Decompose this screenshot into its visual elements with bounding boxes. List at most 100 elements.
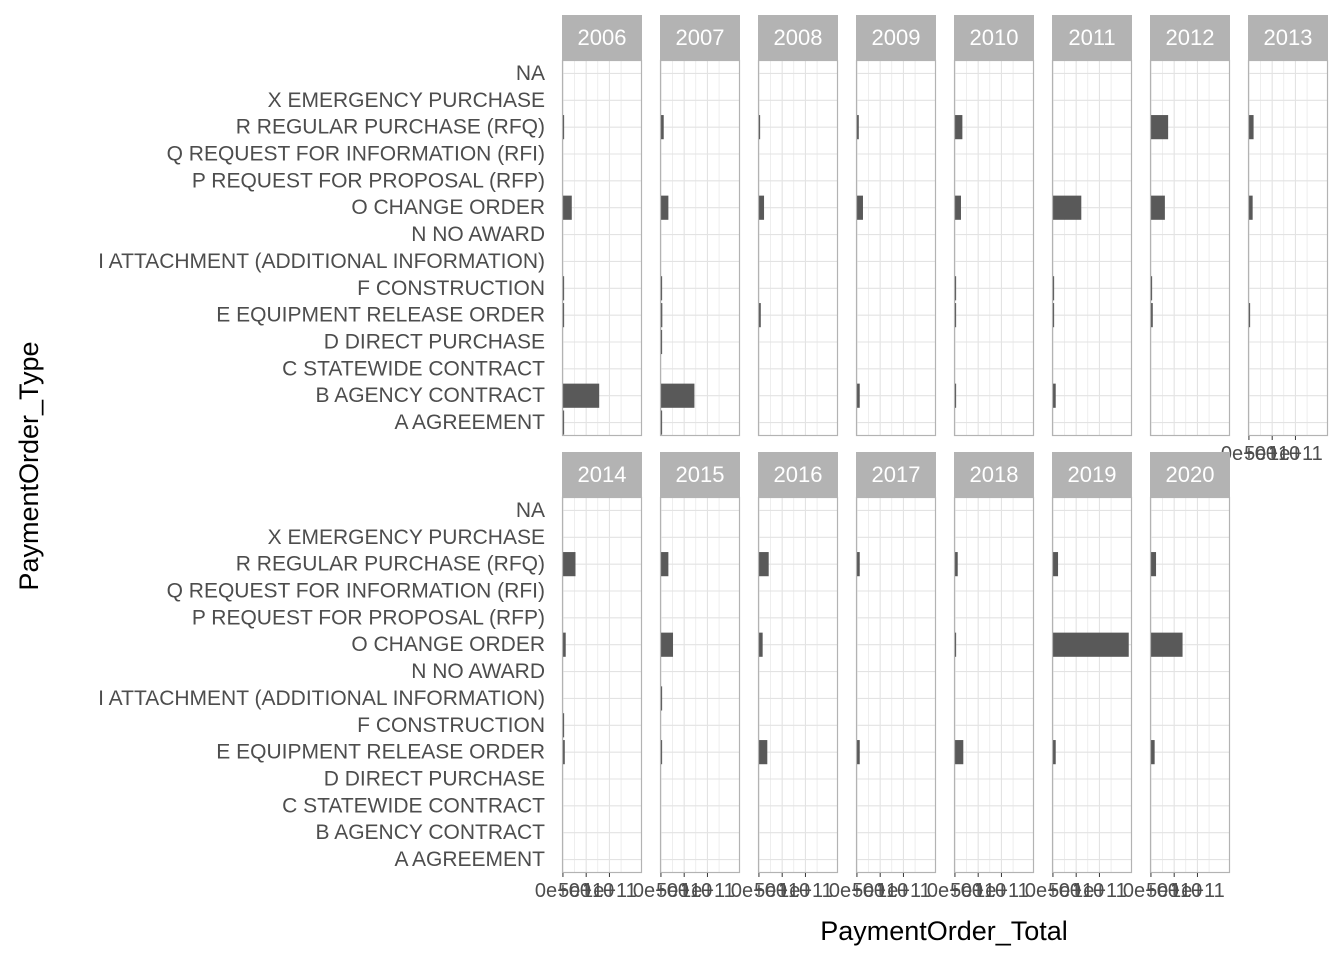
facet-strip — [758, 452, 838, 497]
y-tick-label: D DIRECT PURCHASE — [324, 331, 545, 354]
facet-panel-2006: 2006 — [561, 15, 643, 437]
facet-strip — [954, 15, 1034, 60]
x-tick-label: 5e+10 — [852, 880, 908, 902]
bar — [562, 383, 600, 408]
bar — [1150, 115, 1169, 140]
facet-panel-2011: 2011 — [1051, 15, 1133, 437]
panel-background — [856, 60, 936, 436]
bar — [660, 195, 669, 220]
bar — [1150, 303, 1153, 328]
x-tick-label: 1e+11 — [1268, 443, 1323, 465]
bar — [758, 303, 761, 328]
bar — [1150, 195, 1165, 220]
x-tick-label: 5e+10 — [1146, 880, 1202, 902]
panel-background — [954, 497, 1034, 873]
y-tick-label: F CONSTRUCTION — [357, 277, 545, 300]
bar — [954, 276, 957, 301]
y-tick-label: X EMERGENCY PURCHASE — [268, 89, 545, 112]
facet-strip — [1248, 15, 1328, 60]
y-tick-label: I ATTACHMENT (ADDITIONAL INFORMATION) — [98, 250, 545, 273]
facet-strip-label: 2018 — [970, 462, 1019, 487]
facet-strip-label: 2014 — [578, 462, 627, 487]
panel-background — [1248, 60, 1328, 436]
panel-background — [562, 60, 642, 436]
bar — [660, 329, 663, 355]
bar — [562, 632, 566, 657]
facet-strip-label: 2020 — [1166, 462, 1215, 487]
y-tick-label: C STATEWIDE CONTRACT — [282, 794, 545, 817]
x-tick-label: 1e+11 — [974, 880, 1029, 902]
bar — [562, 410, 565, 435]
facet-panel-2009: 2009 — [855, 15, 937, 437]
x-tick-label: 1e+11 — [876, 880, 931, 902]
x-tick-label: 5e+10 — [558, 880, 614, 902]
bar — [758, 115, 761, 140]
panel-background — [660, 60, 740, 436]
panel-border — [561, 496, 643, 874]
y-tick-label: R REGULAR PURCHASE (RFQ) — [236, 116, 545, 139]
panel-border — [1051, 59, 1133, 437]
panel-background — [954, 60, 1034, 436]
facet-panel-2012: 2012 — [1149, 15, 1231, 437]
bar — [856, 115, 859, 140]
y-tick-label: B AGENCY CONTRACT — [316, 821, 546, 844]
panel-border — [1149, 496, 1231, 874]
bar — [954, 632, 957, 657]
bar — [856, 383, 860, 408]
bar — [954, 552, 958, 577]
facet-strip — [1052, 15, 1132, 60]
x-tick-label: 0e+00 — [927, 880, 983, 902]
bar — [562, 115, 565, 140]
y-tick-label: Q REQUEST FOR INFORMATION (RFI) — [167, 580, 545, 603]
facet-strip-label: 2017 — [872, 462, 921, 487]
bar — [1248, 115, 1254, 140]
panel-border — [659, 59, 741, 437]
y-tick-label: P REQUEST FOR PROPOSAL (RFP) — [192, 606, 545, 629]
bar — [1052, 383, 1056, 408]
x-tick-label: 1e+11 — [1170, 880, 1225, 902]
y-tick-label: C STATEWIDE CONTRACT — [282, 357, 545, 380]
x-tick-label: 5e+10 — [950, 880, 1006, 902]
facet-panel-2010: 2010 — [953, 15, 1035, 437]
facet-strip-label: 2009 — [872, 25, 921, 50]
y-tick-label: E EQUIPMENT RELEASE ORDER — [216, 304, 545, 327]
bar — [562, 303, 565, 328]
bar — [1052, 276, 1055, 301]
bar — [1052, 303, 1055, 328]
y-tick-label: F CONSTRUCTION — [357, 714, 545, 737]
y-tick-label: O CHANGE ORDER — [351, 196, 545, 219]
y-tick-label: P REQUEST FOR PROPOSAL (RFP) — [192, 169, 545, 192]
x-tick-label: 1e+11 — [1072, 880, 1127, 902]
facet-strip — [1150, 15, 1230, 60]
bar — [954, 303, 957, 328]
panel-background — [1052, 60, 1132, 436]
facet-strip-label: 2006 — [578, 25, 627, 50]
panel-border — [855, 496, 937, 874]
facet-strip — [660, 452, 740, 497]
bar — [1052, 195, 1082, 220]
bar — [562, 713, 565, 738]
panel-border — [1247, 59, 1329, 437]
facet-strip-label: 2012 — [1166, 25, 1215, 50]
bar — [1150, 552, 1157, 577]
bar — [660, 383, 695, 408]
facet-panel-2007: 2007 — [659, 15, 741, 437]
facet-strip-label: 2019 — [1068, 462, 1117, 487]
facet-strip — [660, 15, 740, 60]
y-axis-title: PaymentOrder_Type — [14, 341, 44, 590]
y-tick-label: R REGULAR PURCHASE (RFQ) — [236, 553, 545, 576]
panel-border — [561, 59, 643, 437]
bar — [562, 740, 565, 765]
facet-strip-label: 2013 — [1264, 25, 1313, 50]
y-tick-label: I ATTACHMENT (ADDITIONAL INFORMATION) — [98, 687, 545, 710]
bar — [1150, 740, 1155, 765]
panel-border — [757, 59, 839, 437]
facet-rows: A AGREEMENT B AGENCY CONTRACT C STATEWIDE … — [98, 62, 545, 871]
